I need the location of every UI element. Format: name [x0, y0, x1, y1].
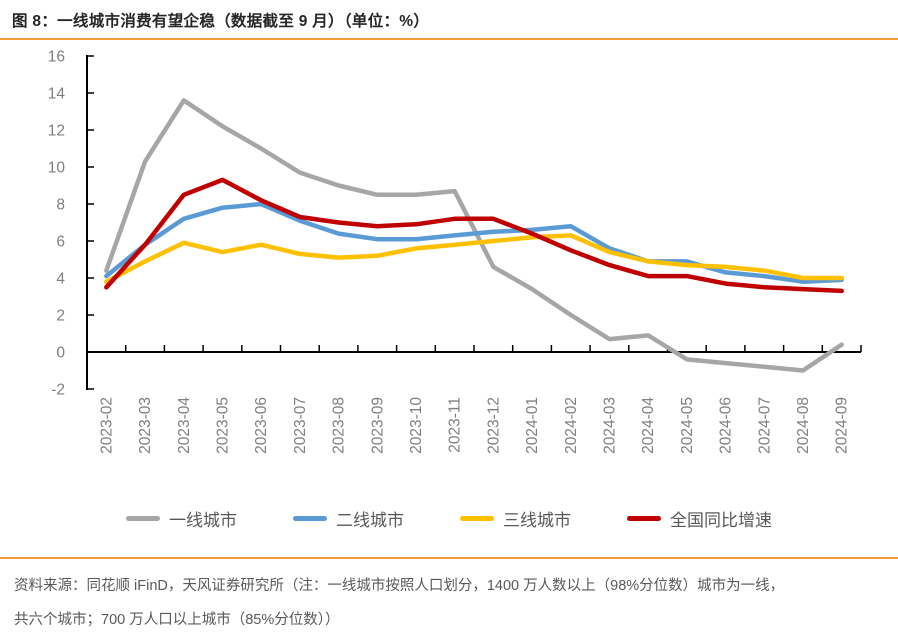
source-note: 资料来源：同花顺 iFinD，天风证券研究所（注：一线城市按照人口划分，1400… [0, 557, 898, 637]
x-tick-label: 2023-05 [214, 397, 231, 454]
x-tick-label: 2023-10 [408, 397, 425, 454]
legend-item-tier1: 一线城市 [126, 506, 237, 531]
x-tick-label: 2024-07 [756, 397, 773, 454]
x-tick-label: 2023-04 [176, 397, 193, 454]
x-tick-label: 2023-09 [369, 397, 386, 454]
x-tick-label: 2024-08 [795, 397, 812, 454]
legend-swatch-tier3 [460, 516, 494, 521]
y-tick-label: 0 [56, 345, 65, 362]
y-tick-label: 16 [48, 49, 65, 66]
figure-title: 图 8：一线城市消费有望企稳（数据截至 9 月）（单位：%） [0, 0, 898, 40]
y-tick-label: 6 [56, 234, 65, 251]
y-tick-label: 2 [56, 308, 65, 325]
legend-swatch-tier1 [126, 516, 160, 521]
legend-item-tier3: 三线城市 [460, 506, 571, 531]
legend-swatch-tier2 [293, 516, 327, 521]
legend-item-national: 全国同比增速 [627, 506, 772, 531]
legend-label-national: 全国同比增速 [670, 511, 772, 530]
legend-swatch-national [627, 516, 661, 521]
y-tick-label: 4 [56, 271, 65, 288]
y-tick-label: 8 [56, 197, 65, 214]
series-line-2 [104, 233, 844, 284]
x-tick-label: 2024-09 [834, 397, 851, 454]
legend-label-tier2: 二线城市 [336, 511, 404, 530]
series-line-1 [104, 201, 844, 284]
x-tick-label: 2023-11 [447, 397, 464, 453]
x-tick-label: 2023-12 [485, 397, 502, 454]
x-tick-label: 2023-02 [98, 397, 115, 454]
y-tick-label: 14 [48, 86, 66, 103]
series-line-3 [104, 177, 844, 294]
source-line-1: 资料来源：同花顺 iFinD，天风证券研究所（注：一线城市按照人口划分，1400… [14, 578, 785, 594]
x-tick-label: 2023-03 [137, 397, 154, 454]
x-tick-label: 2024-01 [524, 397, 541, 454]
chart-legend: 一线城市 二线城市 三线城市 全国同比增速 [0, 506, 898, 531]
legend-label-tier1: 一线城市 [169, 511, 237, 530]
series-line-0 [104, 98, 844, 373]
x-tick-label: 2024-02 [563, 397, 580, 454]
x-tick-label: 2023-06 [253, 397, 270, 454]
y-tick-label: 10 [48, 160, 66, 177]
source-line-2: 共六个城市；700 万人口以上城市（85%分位数）） [14, 612, 340, 628]
x-tick-label: 2024-05 [679, 397, 696, 454]
y-tick-label: 12 [48, 123, 65, 140]
x-tick-label: 2023-08 [331, 397, 348, 454]
legend-label-tier3: 三线城市 [503, 511, 571, 530]
x-tick-label: 2024-03 [601, 397, 618, 454]
legend-item-tier2: 二线城市 [293, 506, 404, 531]
x-tick-label: 2024-06 [718, 397, 735, 454]
x-tick-label: 2024-04 [640, 397, 657, 454]
line-chart: -2 0 2 4 6 8 10 12 14 16 2023-02 2023-03 2023-04 2023… [48, 49, 862, 454]
x-tick-label: 2023-07 [292, 397, 309, 454]
y-tick-label: -2 [51, 382, 65, 399]
